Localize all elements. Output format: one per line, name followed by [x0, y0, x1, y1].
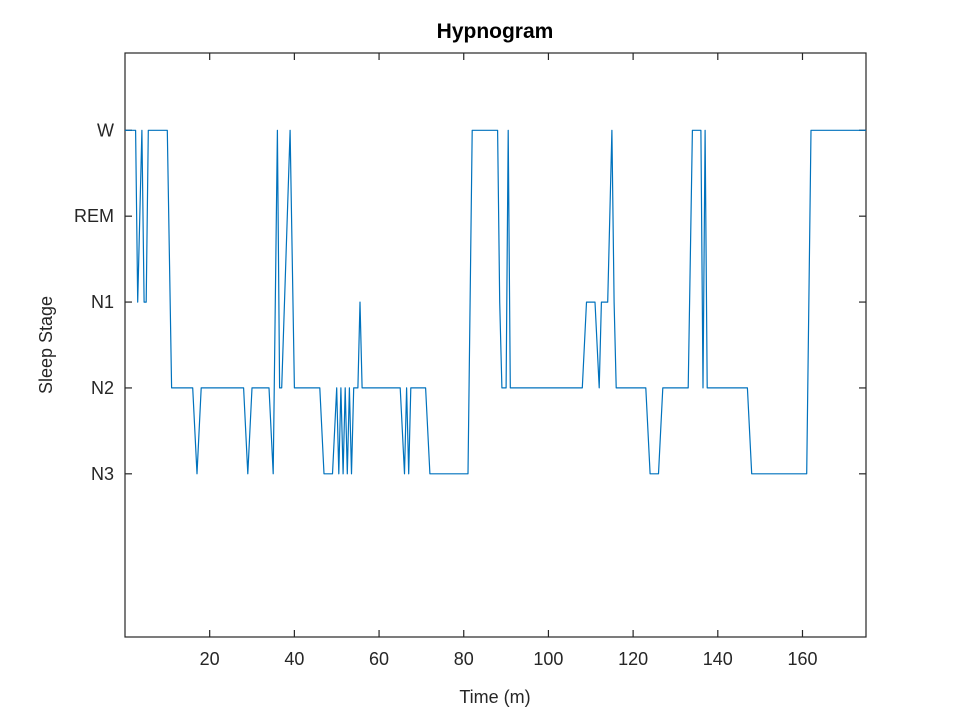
plot-area: 20 40 60 80 100 120 140 160 N3 N2 N1 REM W — [74, 52, 867, 669]
y-tick-label: N2 — [91, 378, 114, 398]
x-tick-label: 160 — [787, 649, 817, 669]
chart-title: Hypnogram — [437, 20, 554, 43]
axes-frame — [124, 52, 867, 638]
x-tick-label: 140 — [703, 649, 733, 669]
x-tick-label: 120 — [618, 649, 648, 669]
sleep-stage-series-line — [125, 129, 866, 475]
x-axis-ticks: 20 40 60 80 100 120 140 160 — [200, 53, 818, 669]
x-tick-label: 100 — [533, 649, 563, 669]
x-tick-label: 80 — [454, 649, 474, 669]
x-tick-label: 60 — [369, 649, 389, 669]
y-tick-label: REM — [74, 206, 114, 226]
x-axis-label: Time (m) — [459, 687, 530, 707]
y-axis-label: Sleep Stage — [36, 296, 56, 394]
series-layer — [125, 129, 866, 475]
y-tick-label: W — [97, 120, 114, 140]
x-tick-label: 40 — [284, 649, 304, 669]
y-tick-label: N1 — [91, 292, 114, 312]
y-axis-ticks: N3 N2 N1 REM W — [74, 120, 866, 484]
x-tick-label: 20 — [200, 649, 220, 669]
y-tick-label: N3 — [91, 464, 114, 484]
